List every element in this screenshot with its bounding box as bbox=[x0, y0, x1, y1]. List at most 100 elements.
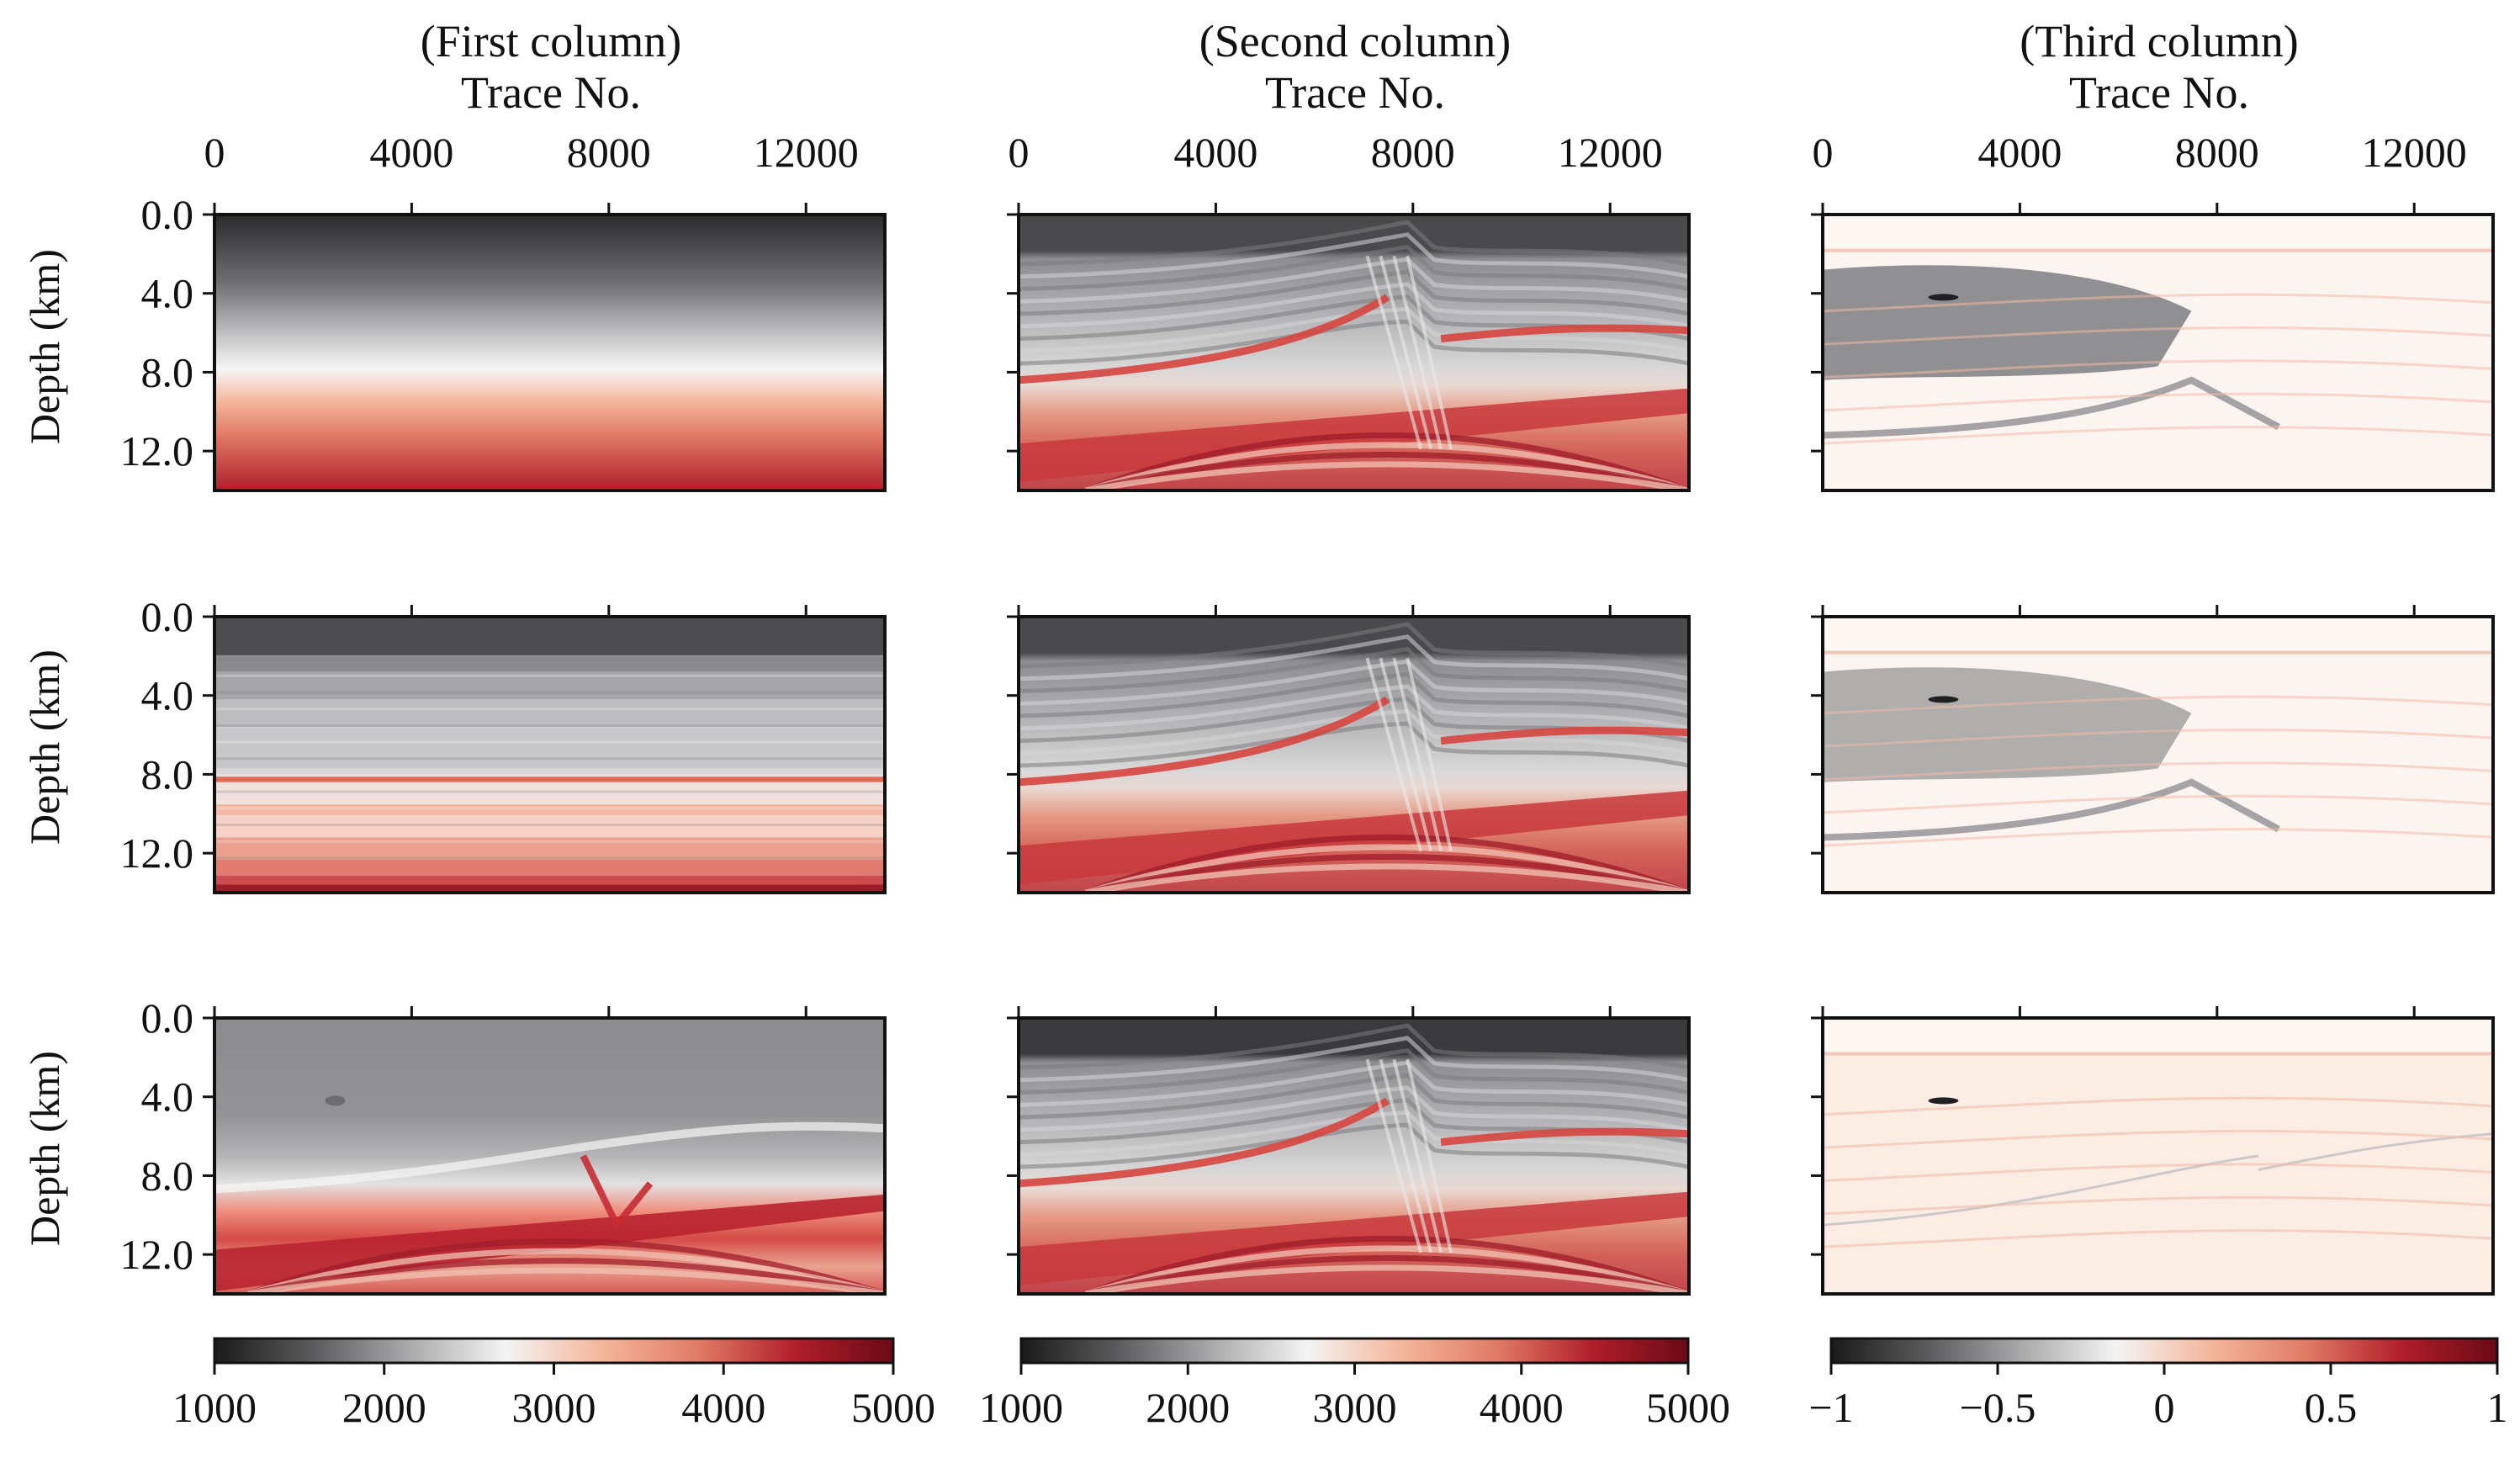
heatmap-feature bbox=[1823, 1195, 2493, 1216]
heatmap-feature bbox=[1823, 426, 2493, 445]
x-tick-label: 8000 bbox=[1371, 129, 1455, 176]
heatmap-band bbox=[214, 674, 885, 677]
heatmap-band bbox=[214, 708, 885, 711]
colorbar-tick-label: 0.5 bbox=[2305, 1384, 2358, 1431]
heatmap-feature bbox=[1085, 1264, 1689, 1294]
heatmap-band bbox=[214, 773, 885, 777]
y-tick-label: 4.0 bbox=[141, 1073, 194, 1121]
heatmap-feature bbox=[1440, 726, 1689, 745]
x-tick-label: 12000 bbox=[754, 129, 859, 176]
panel-image bbox=[214, 1018, 885, 1294]
heatmap-band bbox=[1823, 617, 2493, 650]
heatmap-band bbox=[214, 777, 885, 782]
panel-frame bbox=[1821, 615, 2495, 894]
heatmap-feature bbox=[1019, 696, 1390, 787]
heatmap-feature bbox=[1084, 432, 1689, 490]
panel-r3-c3 bbox=[1811, 1006, 2495, 1296]
colorbar-tick-label: 5000 bbox=[1646, 1384, 1730, 1431]
heatmap-feature bbox=[1823, 695, 2493, 715]
heatmap-feature bbox=[1823, 778, 2280, 841]
heatmap-band bbox=[214, 617, 885, 655]
x-tick-label: 4000 bbox=[1173, 129, 1257, 176]
y-axis-labels: Depth (km) Depth (km) Depth (km) bbox=[21, 249, 68, 1246]
panel-image bbox=[1019, 215, 1689, 490]
panel-image bbox=[1019, 1018, 1689, 1294]
y-tick-label: 8.0 bbox=[141, 750, 194, 798]
heatmap-band bbox=[214, 873, 885, 885]
heatmap-feature bbox=[1084, 1254, 1689, 1294]
y-tick-label: 12.0 bbox=[120, 427, 194, 474]
heatmap-feature bbox=[1019, 319, 1689, 366]
ylabel-row3: Depth (km) bbox=[21, 1051, 68, 1246]
heatmap-feature bbox=[247, 1258, 885, 1294]
heatmap-band bbox=[214, 815, 885, 838]
heatmap-feature bbox=[246, 1248, 885, 1294]
panel-image bbox=[1019, 617, 1689, 893]
heatmap-feature bbox=[1019, 1060, 1689, 1107]
heatmap-band bbox=[214, 873, 885, 877]
colorbar-tick-label: 0 bbox=[2154, 1384, 2175, 1431]
colorbar-tick-label: −0.5 bbox=[1960, 1384, 2036, 1431]
ylabel-row2: Depth (km) bbox=[21, 649, 68, 845]
heatmap-feature bbox=[1019, 622, 1689, 669]
y-tick-label: 8.0 bbox=[141, 1152, 194, 1199]
heatmap-feature bbox=[1019, 257, 1689, 304]
heatmap-band bbox=[214, 724, 885, 727]
heatmap-band bbox=[1823, 1018, 2493, 1052]
heatmap-band bbox=[214, 824, 885, 826]
heatmap-band bbox=[214, 884, 885, 893]
colorbar-tick-label: 4000 bbox=[681, 1384, 765, 1431]
panel-r2-c3 bbox=[1811, 605, 2495, 894]
heatmap-feature bbox=[214, 1121, 885, 1194]
heatmap-feature bbox=[1019, 1110, 1689, 1157]
heatmap-band bbox=[214, 840, 885, 843]
heatmap-feature bbox=[1019, 646, 1689, 694]
colorbar-tick-label: 1 bbox=[2487, 1384, 2508, 1431]
col1-xlabel: Trace No. bbox=[461, 67, 641, 118]
y-tick-label: 4.0 bbox=[141, 672, 194, 719]
heatmap-feature bbox=[1406, 255, 1453, 450]
heatmap-band bbox=[214, 671, 885, 700]
heatmap-feature bbox=[1019, 1023, 1689, 1070]
x-tick-label: 12000 bbox=[1558, 129, 1663, 176]
heatmap-feature bbox=[1085, 461, 1689, 490]
heatmap-feature bbox=[1823, 376, 2280, 439]
heatmap-feature bbox=[1019, 659, 1689, 706]
y-tick-label: 8.0 bbox=[141, 348, 194, 395]
heatmap-band bbox=[214, 837, 885, 860]
panel-r1-c3 bbox=[1811, 203, 2495, 492]
col3-title: (Third column) bbox=[2020, 16, 2298, 66]
heatmap-feature bbox=[1084, 844, 1689, 893]
panel-r1-c1: 0.0 4.0 8.0 12.0 bbox=[120, 191, 887, 492]
heatmap-feature bbox=[1019, 220, 1689, 267]
heatmap-feature bbox=[247, 1267, 885, 1294]
heatmap-feature bbox=[1823, 1096, 2493, 1116]
colorbar-gradient bbox=[1829, 1337, 2499, 1365]
y-tick-label: 4.0 bbox=[141, 270, 194, 317]
heatmap-feature bbox=[1823, 794, 2493, 814]
panel-r3-c2 bbox=[1007, 1006, 1691, 1296]
heatmap-feature bbox=[1019, 671, 1689, 718]
heatmap-feature bbox=[1823, 1154, 2259, 1227]
heatmap-feature bbox=[1379, 1058, 1433, 1254]
panel-frame bbox=[213, 1016, 887, 1296]
panel-frame bbox=[1017, 213, 1691, 492]
panel-r2-c2 bbox=[1007, 605, 1691, 894]
heatmap-feature bbox=[1823, 828, 2493, 847]
heatmap-feature bbox=[1379, 255, 1433, 450]
heatmap-feature bbox=[1019, 634, 1689, 681]
panel-image bbox=[214, 617, 885, 893]
panel-frame bbox=[1821, 213, 2495, 492]
heatmap-feature bbox=[1084, 451, 1689, 490]
heatmap-feature bbox=[1928, 1097, 1959, 1105]
heatmap-feature bbox=[1365, 255, 1423, 450]
panel-image bbox=[214, 215, 885, 490]
colorbar-tick-label: 1000 bbox=[979, 1384, 1063, 1431]
panel-frame bbox=[213, 213, 887, 492]
ylabel-row1: Depth (km) bbox=[21, 249, 68, 444]
panel-image bbox=[1823, 215, 2493, 490]
panel-r2-c1: 0.0 4.0 8.0 12.0 bbox=[120, 593, 887, 894]
colorbar-tick-label: 4000 bbox=[1480, 1384, 1564, 1431]
panel-image bbox=[1823, 1018, 2493, 1294]
heatmap-band bbox=[214, 859, 885, 874]
